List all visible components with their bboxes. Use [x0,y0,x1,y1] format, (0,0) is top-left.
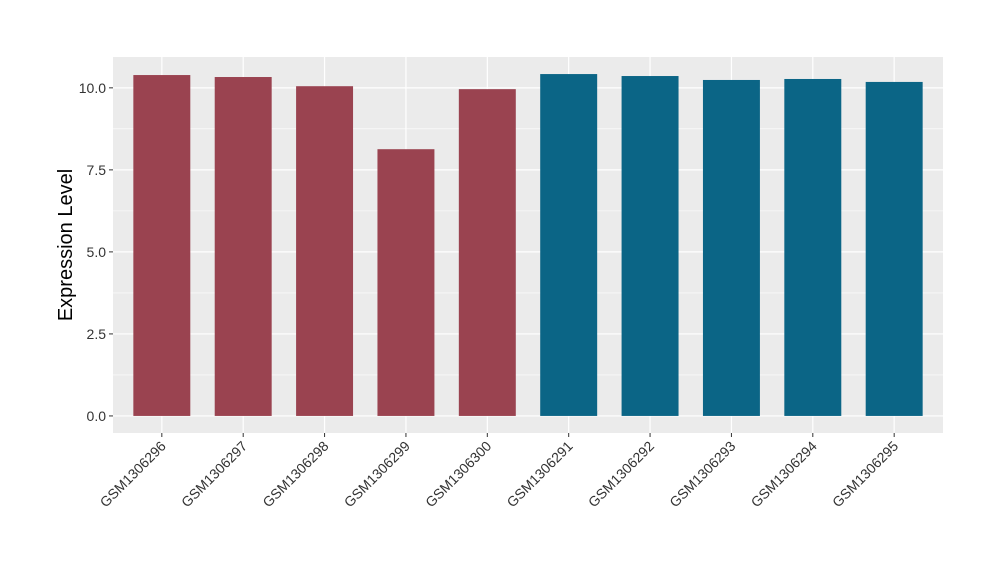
x-tick-label: GSM1306294 [748,438,821,511]
y-tick-label: 2.5 [87,326,107,342]
bar-GSM1306295 [865,81,923,416]
y-axis-label: Expression Level [55,169,77,321]
x-axis: GSM1306296 GSM1306297 GSM1306298 GSM1306299… [97,433,902,511]
x-tick-label: GSM1306295 [829,438,902,511]
y-tick-label: 10.0 [79,80,106,96]
y-tick-label: 5.0 [87,244,107,260]
bar-GSM1306293 [702,79,760,416]
x-tick-label: GSM1306298 [259,438,332,511]
x-tick-label: GSM1306300 [422,438,495,511]
bar-GSM1306299 [377,149,435,416]
y-tick-label: 0.0 [87,408,107,424]
bar-GSM1306294 [784,78,842,416]
x-tick-label: GSM1306297 [178,438,251,511]
bar-GSM1306291 [540,74,598,416]
x-tick-label: GSM1306291 [503,438,576,511]
y-axis: 0.0 2.5 5.0 7.5 10.0 [79,80,113,424]
x-tick-label: GSM1306299 [341,438,414,511]
bar-GSM1306300 [458,89,516,416]
bar-GSM1306296 [133,75,191,416]
bar-GSM1306298 [296,86,354,416]
bars [133,74,923,416]
x-tick-label: GSM1306293 [666,438,739,511]
y-tick-label: 7.5 [87,162,107,178]
x-tick-label: GSM1306296 [97,438,170,511]
bar-GSM1306292 [621,76,679,416]
bar-GSM1306297 [214,77,272,416]
x-tick-label: GSM1306292 [585,438,658,511]
